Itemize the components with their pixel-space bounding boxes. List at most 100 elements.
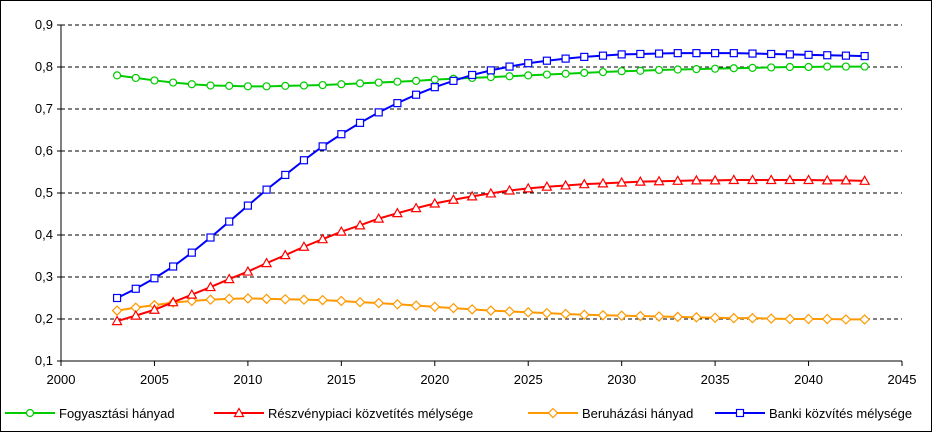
data-point <box>429 197 441 208</box>
data-point <box>560 308 571 320</box>
data-point <box>746 174 759 185</box>
data-point <box>673 49 682 58</box>
data-point <box>729 49 738 58</box>
x-tick-label: 2040 <box>794 372 823 387</box>
data-point <box>131 73 140 83</box>
data-point <box>337 80 346 89</box>
data-point <box>130 309 142 320</box>
data-point <box>299 81 309 90</box>
data-point <box>673 65 682 74</box>
data-point <box>617 67 626 76</box>
data-point <box>785 50 794 59</box>
data-point <box>522 306 534 318</box>
data-point <box>337 130 346 139</box>
data-point <box>391 207 403 218</box>
data-point <box>672 175 684 185</box>
data-point <box>524 71 533 80</box>
data-point <box>318 142 327 151</box>
data-point <box>598 67 608 77</box>
data-point <box>765 174 777 185</box>
data-point <box>485 187 497 198</box>
legend-marker <box>25 408 35 418</box>
data-point <box>542 70 552 79</box>
y-tick-label: 0,5 <box>35 185 53 200</box>
data-point <box>580 52 589 62</box>
data-point <box>860 51 869 61</box>
data-point <box>374 108 383 117</box>
data-point <box>411 76 421 85</box>
x-tick-label: 2005 <box>140 372 169 387</box>
x-tick-label: 2030 <box>607 372 636 387</box>
data-point <box>355 79 365 88</box>
data-point <box>410 202 422 213</box>
legend-item: Beruházási hányad <box>528 406 693 421</box>
data-point <box>748 49 757 58</box>
data-point <box>281 170 290 180</box>
data-point <box>804 62 813 72</box>
y-tick-label: 0,8 <box>35 59 53 74</box>
y-tick-label: 0,2 <box>35 311 53 326</box>
legend-marker <box>233 407 245 418</box>
data-point <box>541 307 553 319</box>
data-point <box>580 68 589 77</box>
data-point <box>206 233 215 242</box>
data-point <box>448 302 459 314</box>
data-point <box>692 49 701 58</box>
data-point <box>449 76 458 85</box>
data-point <box>317 294 328 306</box>
data-point <box>860 62 869 71</box>
data-point <box>430 75 439 84</box>
data-point <box>225 217 234 226</box>
data-point <box>541 180 553 191</box>
data-point <box>393 77 402 86</box>
y-tick-label: 0,4 <box>35 227 53 242</box>
data-point <box>410 300 422 311</box>
data-point <box>466 303 478 315</box>
data-point <box>392 298 403 310</box>
gridlines <box>61 24 902 320</box>
x-tick-label: 2010 <box>233 372 262 387</box>
data-point <box>597 309 609 321</box>
data-point <box>691 311 702 323</box>
y-tick-label: 0,7 <box>35 101 53 116</box>
data-point <box>654 65 664 75</box>
data-point <box>279 293 291 305</box>
data-point <box>243 82 252 91</box>
data-point <box>111 305 123 316</box>
data-point <box>261 257 273 268</box>
data-point <box>616 310 628 321</box>
data-point <box>355 118 365 127</box>
data-point <box>821 174 833 185</box>
data-point <box>186 288 198 299</box>
data-point <box>279 249 291 260</box>
tick-labels: 0,1 0,2 0,3 0,4 0,5 0,6 0,7 0,8 0,9 2000 2005 2010 2… <box>35 17 917 387</box>
data-point <box>187 248 196 257</box>
data-point <box>598 51 608 60</box>
data-point <box>617 50 626 59</box>
data-point <box>709 174 721 185</box>
data-point <box>840 314 852 325</box>
data-point <box>653 175 665 186</box>
data-point <box>354 219 366 230</box>
data-point <box>393 99 402 108</box>
series-square <box>112 49 869 303</box>
data-point <box>728 174 740 185</box>
data-point <box>636 49 645 59</box>
data-point <box>597 177 609 188</box>
data-point <box>823 51 832 60</box>
x-tick-label: 2035 <box>701 372 730 387</box>
data-point <box>561 69 570 78</box>
legend-label: Fogyasztási hányad <box>59 406 175 421</box>
legend-item: Fogyasztási hányad <box>5 406 175 421</box>
data-point <box>690 174 702 185</box>
legend-label: Részvénypiaci közvetítés mélysége <box>268 406 473 421</box>
data-point <box>335 225 347 236</box>
data-point <box>709 312 721 324</box>
data-point <box>373 212 385 223</box>
data-point <box>298 241 310 251</box>
data-point <box>112 293 122 303</box>
data-point <box>169 78 178 87</box>
data-point <box>784 313 796 325</box>
data-point <box>785 62 794 72</box>
